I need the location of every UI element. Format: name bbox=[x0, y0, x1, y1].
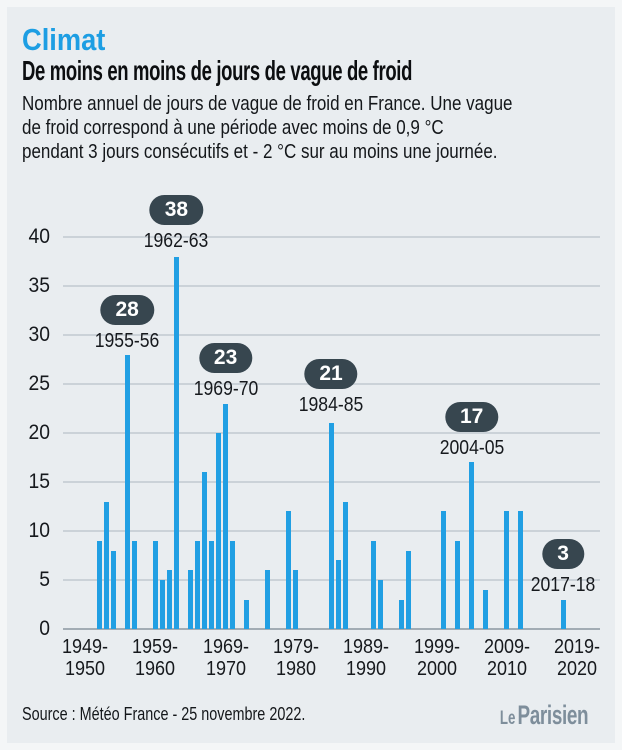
bar-1965-66 bbox=[194, 540, 200, 629]
bar-1953-54 bbox=[110, 550, 116, 629]
y-axis-label: 15 bbox=[28, 470, 50, 493]
bar-1955-56 bbox=[124, 354, 130, 629]
value-badge: 21 1984-85 bbox=[294, 359, 367, 417]
bar-2006-07 bbox=[483, 589, 489, 629]
badge-years-label: 2017-18 bbox=[530, 574, 596, 596]
bar-1962-63 bbox=[173, 256, 179, 629]
value-badge: 38 1962-63 bbox=[140, 195, 213, 253]
chart-subtitle: Nombre annuel de jours de vague de froid… bbox=[22, 92, 512, 164]
x-axis-label: 1959- 1960 bbox=[132, 636, 179, 680]
badge-value: 3 bbox=[542, 539, 584, 569]
bar-1975-76 bbox=[265, 570, 271, 629]
bar-1961-62 bbox=[166, 570, 172, 629]
value-badge: 28 1955-56 bbox=[90, 295, 163, 353]
subtitle-line: Nombre annuel de jours de vague de froid… bbox=[22, 93, 513, 115]
page-title: De moins en moins de jours de vague de f… bbox=[22, 55, 413, 86]
x-axis-label: 1999- 2000 bbox=[413, 636, 460, 680]
x-axis-label: 2009- 2010 bbox=[483, 636, 530, 680]
x-axis-label: 1949- 1950 bbox=[61, 636, 109, 680]
y-axis-label: 25 bbox=[28, 372, 50, 395]
x-axis-label: 1979- 1980 bbox=[272, 636, 319, 680]
bar-1964-65 bbox=[187, 570, 193, 629]
badge-value: 38 bbox=[149, 195, 204, 225]
value-badge: 17 2004-05 bbox=[435, 402, 508, 460]
badge-value: 28 bbox=[100, 295, 154, 325]
y-axis-label: 10 bbox=[28, 519, 50, 542]
bar-1984-85 bbox=[328, 423, 334, 629]
x-axis-label: 2019- 2020 bbox=[554, 636, 601, 680]
bar-1969-70 bbox=[223, 403, 229, 629]
bar-1968-69 bbox=[216, 433, 222, 629]
badge-years-label: 1955-56 bbox=[94, 330, 160, 352]
badge-years-label: 2004-05 bbox=[439, 437, 504, 459]
source-note: Source : Météo France - 25 novembre 2022… bbox=[22, 704, 306, 724]
bar-1986-87 bbox=[342, 501, 348, 629]
badge-value: 21 bbox=[304, 359, 358, 389]
subtitle-line: de froid correspond à une période avec m… bbox=[22, 117, 444, 139]
bar-2004-05 bbox=[469, 462, 475, 629]
badge-value: 23 bbox=[198, 343, 253, 373]
bar-2002-03 bbox=[455, 540, 461, 629]
kicker: Climat bbox=[22, 22, 106, 57]
y-axis-label: 30 bbox=[28, 323, 50, 346]
bar-1967-68 bbox=[209, 540, 215, 629]
bar-1994-95 bbox=[398, 599, 404, 629]
logo-le: Le bbox=[499, 708, 516, 729]
bar-2011-12 bbox=[518, 511, 524, 629]
y-axis-label: 0 bbox=[39, 617, 50, 640]
gridline bbox=[63, 334, 600, 336]
badge-value: 17 bbox=[444, 402, 499, 432]
y-axis-label: 35 bbox=[28, 274, 50, 297]
bar-1960-61 bbox=[159, 580, 165, 629]
bar-1991-92 bbox=[377, 580, 383, 629]
badge-years-label: 1969-70 bbox=[193, 378, 258, 400]
y-axis-label: 20 bbox=[28, 421, 50, 444]
x-axis-label: 1969- 1970 bbox=[202, 636, 249, 680]
gridline bbox=[63, 236, 600, 238]
badge-years-label: 1962-63 bbox=[144, 230, 209, 252]
x-axis-line bbox=[63, 628, 600, 630]
bar-1959-60 bbox=[152, 540, 158, 629]
value-badge: 23 1969-70 bbox=[189, 343, 262, 401]
bar-1979-80 bbox=[293, 570, 299, 629]
y-axis-label: 5 bbox=[39, 568, 50, 591]
bar-1985-86 bbox=[335, 560, 341, 629]
bar-1995-96 bbox=[405, 550, 411, 629]
bar-2017-18 bbox=[560, 599, 566, 629]
logo-parisien: Parisien bbox=[517, 700, 588, 730]
bar-1956-57 bbox=[131, 540, 137, 629]
badge-years-label: 1984-85 bbox=[298, 394, 364, 416]
bar-1990-91 bbox=[370, 540, 376, 629]
x-axis-label: 1989- 1990 bbox=[343, 636, 390, 680]
bar-1970-71 bbox=[230, 540, 236, 629]
bar-1952-53 bbox=[103, 501, 109, 629]
bar-1978-79 bbox=[286, 511, 292, 629]
bar-1972-73 bbox=[244, 599, 250, 629]
subtitle-line: pendant 3 jours consécutifs et - 2 °C su… bbox=[22, 141, 498, 163]
le-parisien-logo: Le Parisien bbox=[499, 700, 589, 731]
bar-2009-10 bbox=[504, 511, 510, 629]
bar-1966-67 bbox=[202, 472, 207, 629]
bar-2000-01 bbox=[441, 511, 447, 629]
bar-1951-52 bbox=[96, 540, 102, 629]
gridline bbox=[63, 285, 600, 287]
y-axis-label: 40 bbox=[28, 225, 50, 248]
value-badge: 3 2017-18 bbox=[526, 539, 599, 597]
